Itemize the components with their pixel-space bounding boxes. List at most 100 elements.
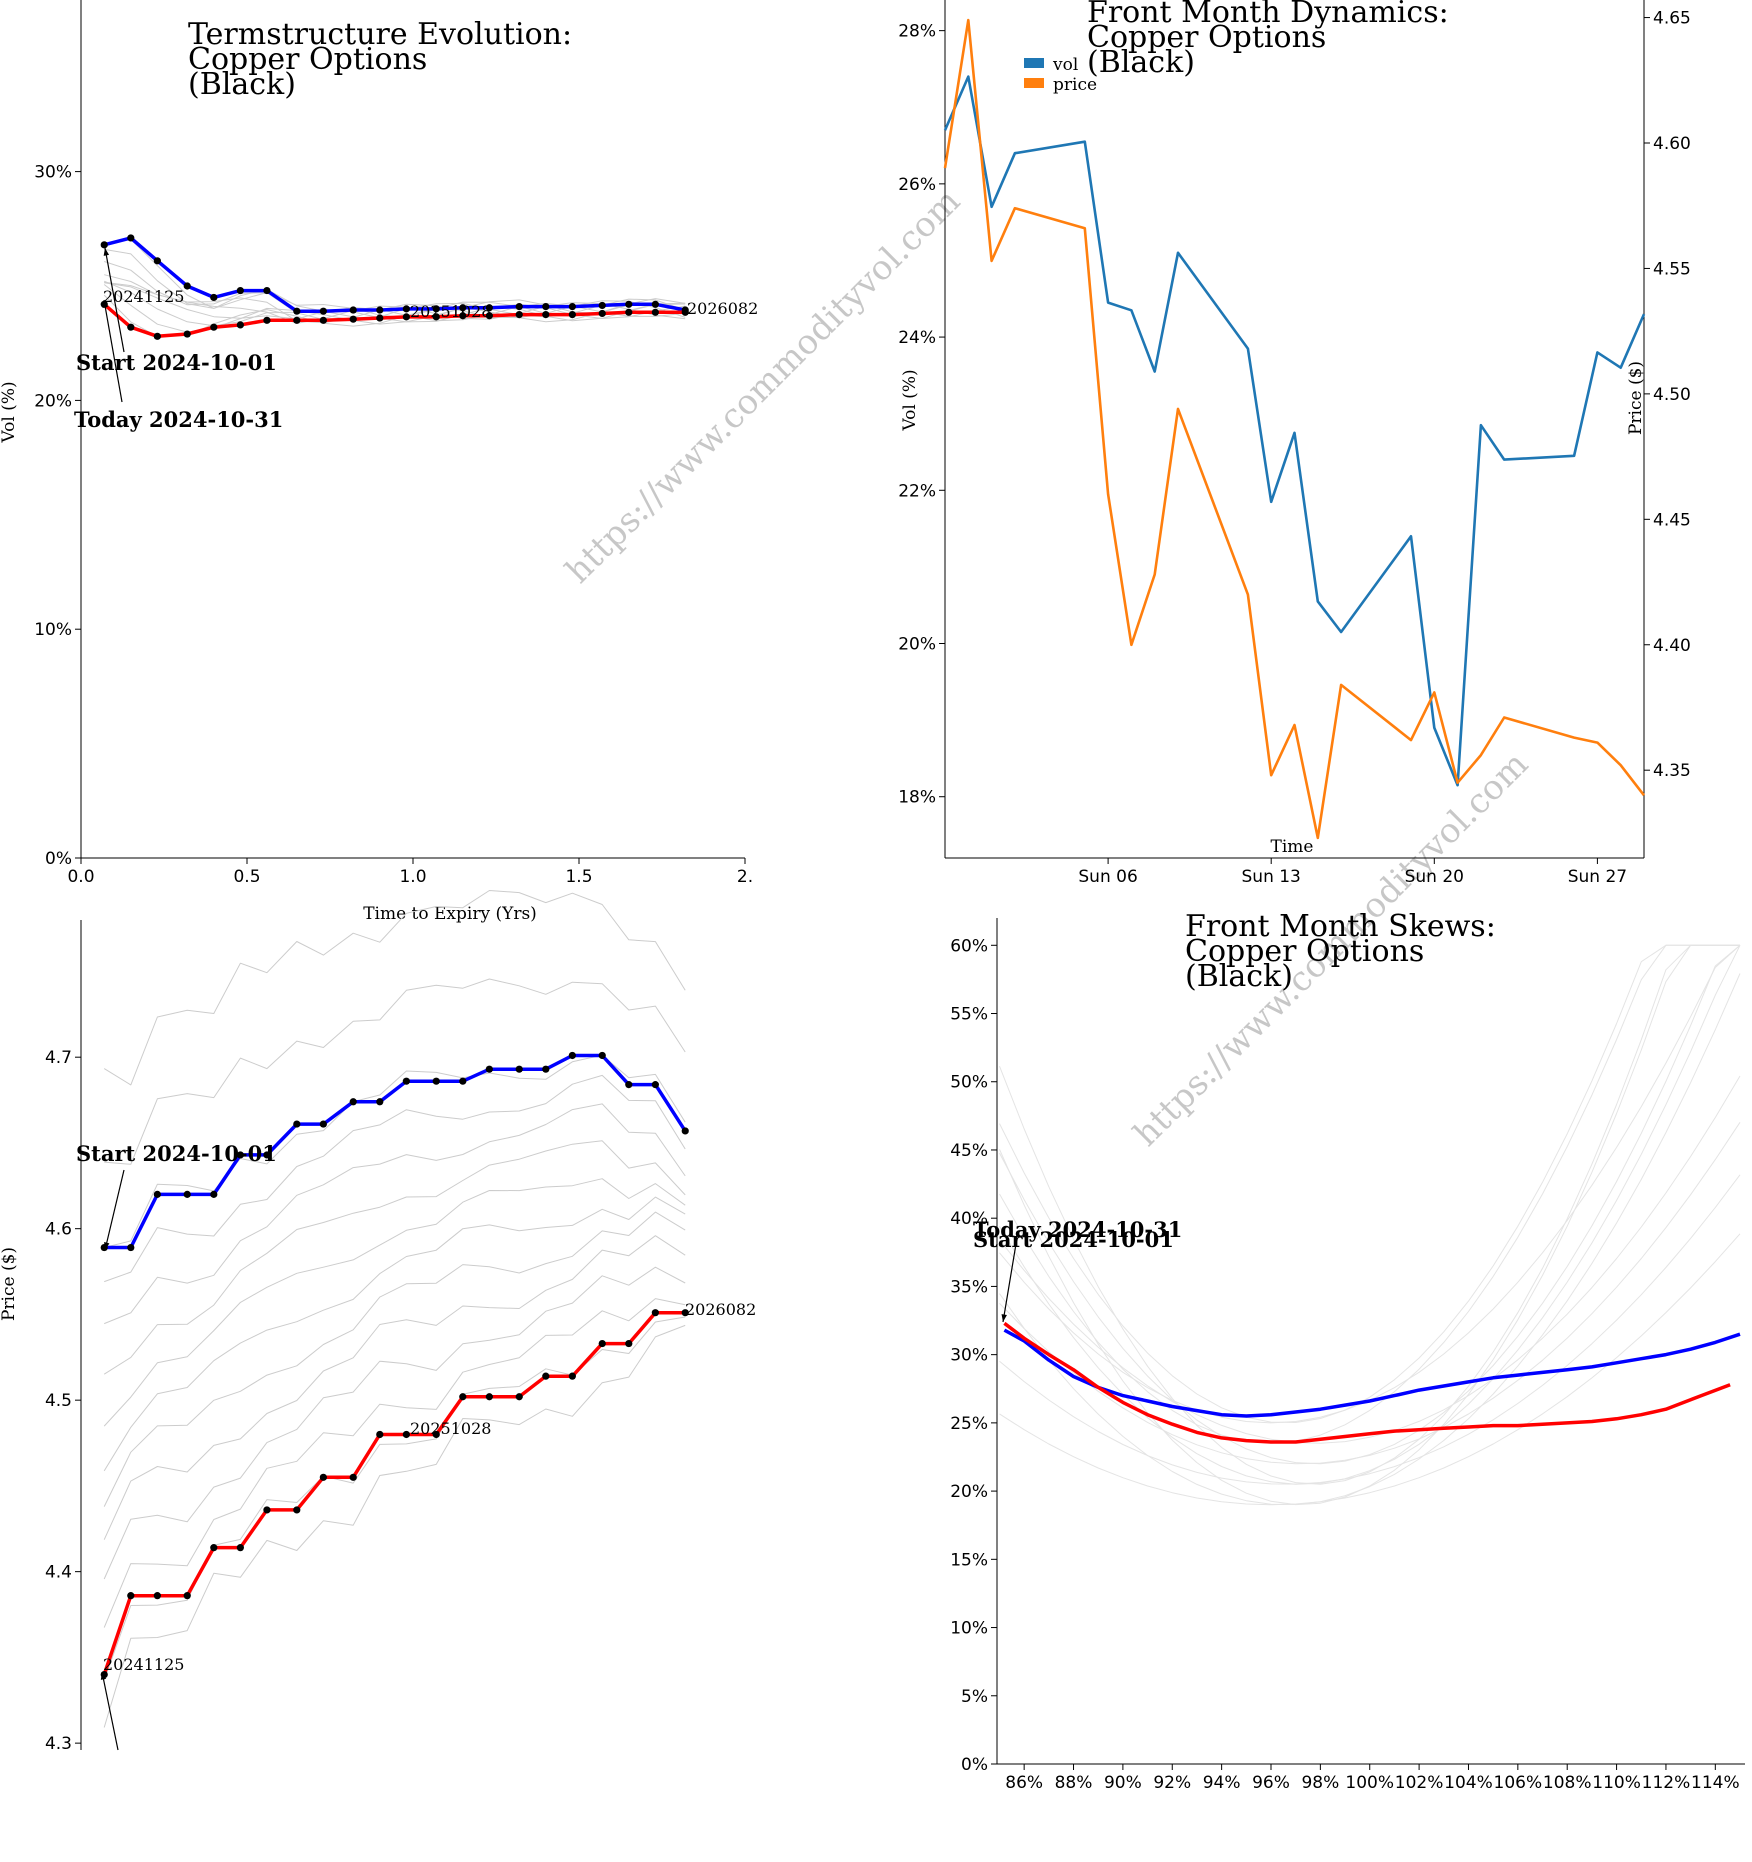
termstructure-start-point (542, 302, 550, 311)
forward-today-point (236, 1544, 244, 1552)
forward-start-point (542, 1065, 550, 1073)
termstructure-start-arrow-head (103, 248, 110, 256)
termstructure-title-line-3: (Black) (188, 67, 296, 102)
skews-x-tick-label: 102% (1395, 1773, 1444, 1793)
termstructure-start-point (319, 307, 327, 315)
front-month-y2-tick-label: 4.55 (1653, 259, 1691, 279)
forward-expiry-label-first: 20241125 (103, 1655, 184, 1674)
skews-x-tick-label: 92% (1153, 1773, 1191, 1793)
forward-start-point (153, 1190, 161, 1198)
termstructure-today-point (651, 308, 659, 316)
forward-today-point (263, 1506, 271, 1514)
termstructure-y-tick-label: 20% (34, 391, 72, 411)
front-month-x-tick-label: Sun 27 (1568, 867, 1627, 887)
forward-today-point (127, 1592, 135, 1600)
skew-history-line (999, 973, 1741, 1505)
skews-x-tick-label: 94% (1203, 1773, 1241, 1793)
forward-today-point (485, 1393, 493, 1401)
termstructure-today-point (210, 323, 218, 331)
skews-start-line (1003, 1328, 1741, 1418)
skews-today-annotation: Today 2024-10-31 (973, 1217, 1182, 1242)
termstructure-history-line (104, 282, 686, 322)
legend-price-swatch (1024, 78, 1044, 88)
forward-start-point (432, 1077, 440, 1085)
termstructure-start-point (402, 305, 410, 313)
front-month-skews-chart: 0% 5% 10% 15% 20% 25% 30% 35% 40% 45% 50% 55% 60% 86%… (950, 909, 1745, 1793)
termstructure-chart: 0% 10% 20% 30% 0.0 0.5 1.0 1.5 2. Termstructure … (0, 0, 758, 924)
termstructure-start-point (432, 305, 440, 313)
skews-title-line-2: Copper Options (1185, 934, 1424, 969)
forward-start-point (127, 1243, 135, 1252)
termstructure-start-point (625, 300, 633, 308)
termstructure-x-axis-title: Time to Expiry (Yrs) (363, 904, 537, 924)
termstructure-start-arrow (104, 247, 125, 353)
termstructure-today-point (598, 309, 606, 318)
skews-x-tick-label: 112% (1642, 1773, 1691, 1793)
forward-today-point (293, 1506, 301, 1514)
skew-history-line (999, 944, 1740, 1444)
skews-y-tick-label: 25% (950, 1414, 988, 1434)
skews-title-line-3: (Black) (1185, 959, 1293, 994)
front-month-y-tick-label: 26% (898, 175, 936, 195)
forward-history-line (103, 1178, 686, 1427)
skews-y-tick-label: 55% (950, 1005, 988, 1025)
skew-history-line (999, 944, 1740, 1506)
forward-start-point (236, 1151, 244, 1159)
front-month-y2-tick-label: 4.35 (1653, 761, 1691, 781)
forward-y-tick-label: 4.4 (45, 1563, 72, 1583)
forward-start-point (319, 1120, 327, 1128)
front-month-x-tick-label: Sun 06 (1078, 867, 1137, 887)
forward-start-point (183, 1190, 191, 1198)
skew-history-line (999, 944, 1741, 1424)
forward-start-arrow (104, 1169, 125, 1251)
termstructure-today-annotation: Today 2024-10-31 (74, 407, 283, 432)
termstructure-today-point (127, 323, 135, 331)
front-month-dynamics-chart: 18% 20% 22% 24% 26% 28% 4.35 4.40 4.45 4.50 4.55 4.… (898, 0, 1691, 887)
forward-start-line (104, 1053, 687, 1250)
forward-start-point (515, 1065, 523, 1073)
forward-history-line (103, 1196, 686, 1472)
termstructure-start-point (153, 257, 161, 265)
skew-history-line (999, 1233, 1741, 1506)
forward-expiry-label-last: 2026082 (685, 1300, 756, 1319)
skews-y-tick-label: 60% (950, 936, 988, 956)
front-month-price-line (943, 18, 1646, 840)
termstructure-expiry-label-first: 20241125 (103, 287, 184, 306)
termstructure-x-tick-label: 0.0 (67, 867, 94, 887)
forward-start-point (376, 1098, 384, 1106)
forward-start-point (210, 1190, 218, 1198)
skews-x-tick-label: 114% (1691, 1773, 1740, 1793)
termstructure-today-point (402, 313, 410, 321)
termstructure-history-line (104, 274, 686, 324)
forward-history-line (103, 1140, 686, 1375)
forward-start-point (598, 1051, 606, 1060)
termstructure-today-point (319, 316, 327, 324)
termstructure-start-point (651, 300, 659, 308)
skews-x-tick-label: 108% (1543, 1773, 1592, 1793)
skew-history-line (999, 944, 1740, 1423)
skews-x-tick-label: 100% (1345, 1773, 1394, 1793)
forward-today-point (319, 1473, 327, 1481)
front-month-y-tick-label: 28% (898, 22, 936, 42)
skew-history-line (999, 1174, 1741, 1485)
forward-history-line (103, 1298, 686, 1628)
termstructure-history-lines (103, 238, 686, 338)
forward-expiry-label-mid: 20251028 (410, 1419, 491, 1438)
forward-history-line (104, 1074, 686, 1283)
skews-y-tick-label: 15% (950, 1550, 988, 1570)
termstructure-title-line-1: Termstructure Evolution: (188, 17, 572, 52)
termstructure-start-annotation: Start 2024-10-01 (76, 350, 277, 375)
forward-today-point (568, 1372, 576, 1380)
forward-history-line (103, 1235, 686, 1540)
termstructure-start-point (376, 306, 384, 314)
forward-start-point (349, 1098, 357, 1106)
skews-today-line (1003, 1321, 1731, 1444)
skew-history-line (999, 945, 1741, 1485)
termstructure-x-tick-label: 1.5 (565, 867, 592, 887)
termstructure-x-tick-label: 2. (737, 867, 753, 887)
legend-price-label: price (1053, 75, 1097, 95)
skew-history-line (999, 1075, 1741, 1444)
termstructure-start-point (349, 306, 357, 314)
forward-today-point (349, 1473, 357, 1481)
skews-y-tick-label: 50% (950, 1073, 988, 1093)
